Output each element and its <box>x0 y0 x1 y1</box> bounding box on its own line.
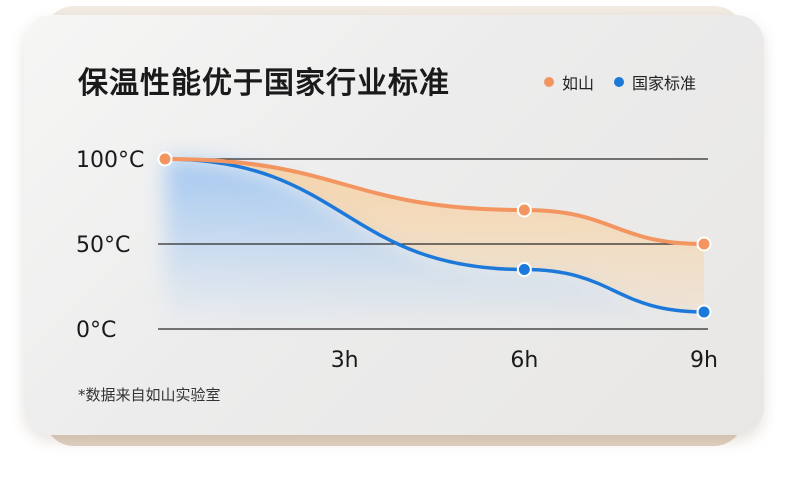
legend-label-series-b: 国家标准 <box>632 74 697 93</box>
data-point-b-2 <box>696 304 712 320</box>
legend-marker-series-b <box>614 77 625 87</box>
data-point-b-1 <box>516 262 532 277</box>
x-tick-label-6h: 6h <box>510 348 538 373</box>
data-source-note: *数据来自如山实验室 <box>78 386 221 404</box>
series-line-b <box>163 157 706 314</box>
y-tick-label-100: 100°C <box>76 148 144 173</box>
area-glow-series-b <box>165 159 704 329</box>
data-point-a-0 <box>157 151 173 167</box>
legend: 如山 国家标准 <box>544 70 696 94</box>
data-point-a-2 <box>696 236 712 252</box>
legend-label-series-a: 如山 <box>562 74 595 93</box>
series-line-a <box>163 157 706 246</box>
chart-title: 保温性能优于国家行业标准 <box>78 66 450 101</box>
legend-item-series-b: 国家标准 <box>614 70 696 94</box>
legend-marker-series-a <box>544 77 554 87</box>
x-tick-label-9h: 9h <box>690 348 718 373</box>
data-point-a-1 <box>516 202 532 218</box>
y-tick-label-50: 50°C <box>76 233 130 258</box>
y-tick-label-0: 0°C <box>76 318 116 343</box>
legend-item-series-a: 如山 <box>544 70 594 94</box>
x-tick-label-3h: 3h <box>331 348 359 373</box>
